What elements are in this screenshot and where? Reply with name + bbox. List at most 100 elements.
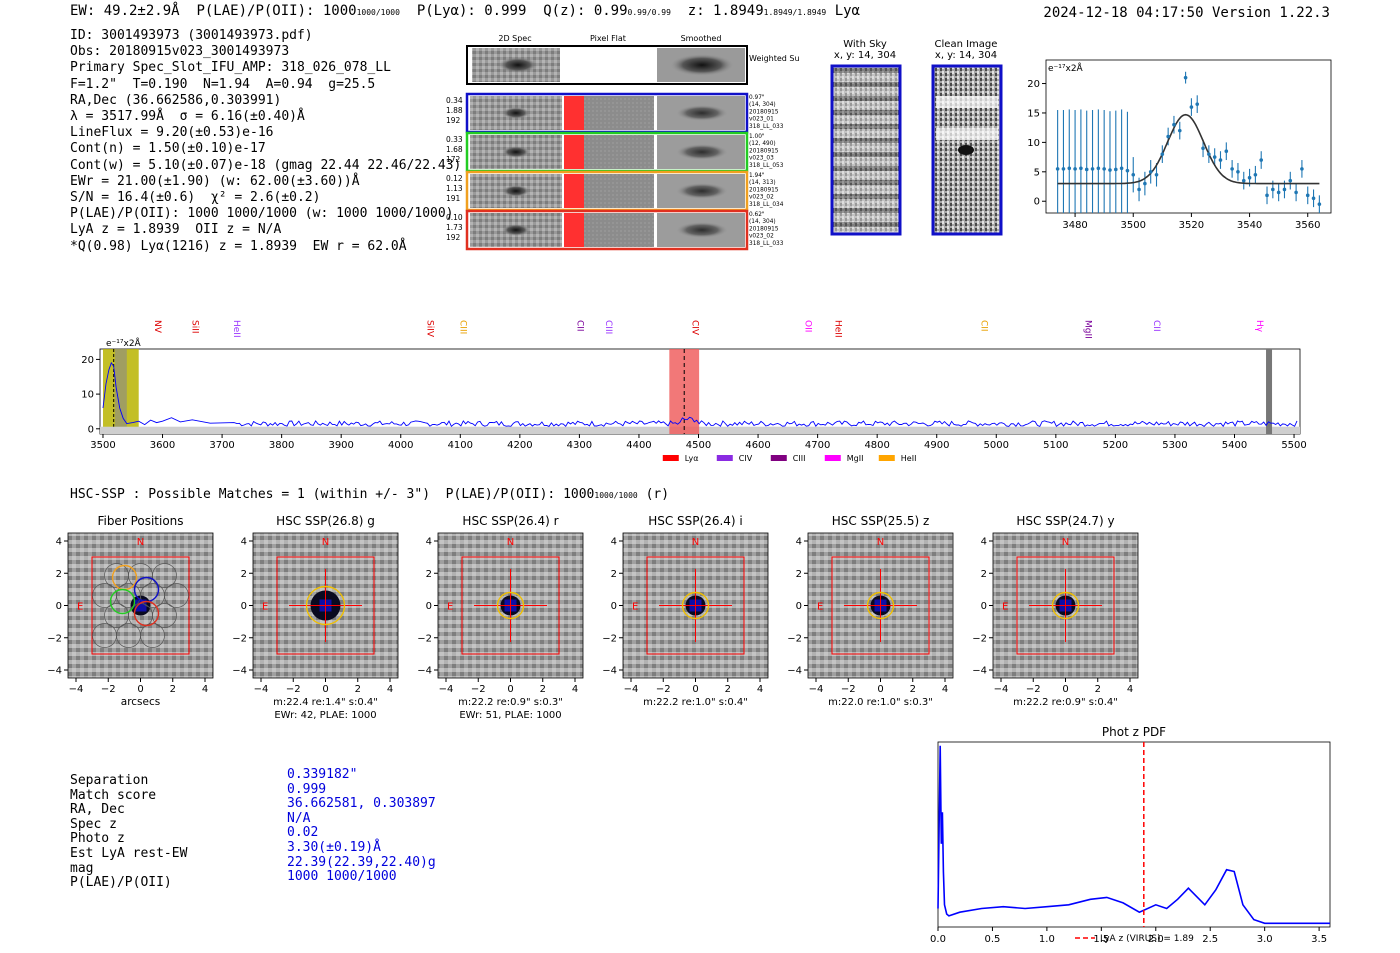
data-point xyxy=(1294,190,1298,195)
fiber-source xyxy=(502,146,530,158)
y-tick-label: 0 xyxy=(981,601,987,612)
data-point xyxy=(1079,166,1083,171)
fiber-divider xyxy=(654,213,657,247)
x-tick-label: 2 xyxy=(910,684,916,695)
fiber-divider xyxy=(654,135,657,169)
fiber-source xyxy=(502,107,530,119)
x-tick-label: 4 xyxy=(1127,684,1133,695)
fiber-flat-mask xyxy=(564,174,584,208)
data-point xyxy=(1061,167,1066,171)
fiber-meta: 318_LL_034 xyxy=(749,202,784,208)
fiber-stat: 1.88 xyxy=(446,106,463,115)
data-point xyxy=(1218,158,1223,162)
line-label: CII xyxy=(978,320,988,332)
y-tick-label: 5 xyxy=(1034,167,1040,178)
axis-label: arcsecs xyxy=(121,696,160,708)
x-tick-label: 2.5 xyxy=(1202,934,1218,945)
fiber-stat: 191 xyxy=(446,194,461,203)
data-point xyxy=(1113,167,1118,172)
x-tick-label: 0.0 xyxy=(930,934,946,945)
y-tick-label: −2 xyxy=(417,633,432,644)
x-tick-label: 5100 xyxy=(1043,440,1068,451)
fiber-stat: 172 xyxy=(446,155,461,164)
col-header-pixel-flat: Pixel Flat xyxy=(590,34,626,43)
data-point xyxy=(1265,193,1269,198)
hsc-panel: HSC SSP(25.5) z N E −4 −2 0 2 4 4 2 0 −2 −4 m:22.0 re… xyxy=(787,514,954,708)
x-tick-label: 5300 xyxy=(1162,440,1187,451)
x-tick-label: 4900 xyxy=(924,440,949,451)
match-label: Spec z xyxy=(70,816,117,832)
fiber-circle xyxy=(164,583,189,608)
y-tick-label: 0 xyxy=(56,601,62,612)
y-tick-label: 4 xyxy=(56,537,62,548)
x-tick-label: 1.5 xyxy=(1093,934,1109,945)
q-range: 0.99/0.99 xyxy=(627,8,671,17)
legend-swatch xyxy=(716,455,733,461)
data-point xyxy=(1131,172,1136,177)
fiber-stat: 0.33 xyxy=(446,135,463,144)
y-tick-label: −2 xyxy=(972,633,987,644)
line-fit-unit: e⁻¹⁷x2Å xyxy=(1048,62,1084,74)
fiber-smoothed-source xyxy=(676,183,728,199)
x-tick-label: 2.0 xyxy=(1148,934,1164,945)
data-point xyxy=(1154,172,1159,177)
fiber-meta: v023_01 xyxy=(749,117,774,123)
x-tick-label: 0 xyxy=(692,684,698,695)
data-point xyxy=(1276,190,1281,195)
x-tick-label: 3.5 xyxy=(1311,934,1327,945)
match-label: Est LyA rest-EW xyxy=(70,845,188,861)
x-tick-label: 2 xyxy=(1095,684,1101,695)
fiber-source xyxy=(502,224,530,236)
hsc-caption: m:22.4 re:1.4" s:0.4" xyxy=(273,697,378,708)
east-label: E xyxy=(262,602,268,613)
east-label: E xyxy=(447,602,453,613)
info-line: Obs: 20180915v023_3001493973 xyxy=(70,44,290,60)
data-point xyxy=(1166,134,1170,139)
aperture-circle xyxy=(681,591,710,620)
fiber-meta: (14, 304) xyxy=(749,102,776,108)
line-label: SiII xyxy=(189,320,199,334)
aperture-circle xyxy=(866,591,895,620)
y-tick-label: 20 xyxy=(81,355,94,366)
x-tick-label: 0 xyxy=(137,684,143,695)
x-tick-label: 4 xyxy=(202,684,208,695)
fiber-stat: 0.34 xyxy=(446,96,463,105)
fiber-circle xyxy=(152,563,177,588)
detection-info: ID: 3001493973 (3001493973.pdf) Obs: 2018… xyxy=(70,28,461,255)
data-point xyxy=(1271,187,1275,192)
x-tick-label: 4500 xyxy=(686,440,711,451)
q-value: Q(z): 0.99 xyxy=(543,3,628,19)
data-point xyxy=(1253,172,1258,177)
y-tick-label: 2 xyxy=(426,569,432,580)
x-tick-label: 2 xyxy=(725,684,731,695)
header-right: 2024-12-18 04:17:50 Version 1.22.3 xyxy=(1043,5,1330,21)
y-tick-label: 4 xyxy=(981,537,987,548)
fiber-divider xyxy=(654,96,657,130)
fiber-pixel-flat xyxy=(584,174,654,208)
line-label: MgII xyxy=(1083,320,1093,339)
hsc-title-suffix: (r) xyxy=(645,487,670,502)
fiber-stat: 1.13 xyxy=(446,184,463,193)
match-value: 0.339182" xyxy=(287,767,358,782)
data-point xyxy=(1137,187,1141,192)
line-label: CII xyxy=(575,320,585,332)
hsc-title: HSC-SSP : Possible Matches = 1 (within +… xyxy=(70,487,669,502)
fiber-circle xyxy=(152,603,177,628)
data-point xyxy=(1311,196,1316,201)
col-header-2d-spec: 2D Spec xyxy=(498,34,531,43)
match-value: 0.999 xyxy=(287,781,327,797)
y-tick-label: −4 xyxy=(232,666,247,677)
line-label: NV xyxy=(152,320,162,334)
fiber-divider xyxy=(654,174,657,208)
x-tick-label: 3520 xyxy=(1179,220,1204,231)
fiber-circle-red xyxy=(133,600,160,627)
x-tick-label: 5200 xyxy=(1103,440,1128,451)
hsc-caption: m:22.2 re:1.0" s:0.4" xyxy=(643,697,748,708)
info-line: P(LAE)/P(OII): 1000 1000/1000 (w: 1000 1… xyxy=(70,206,454,222)
photz-pdf-chart: Phot z PDF 0.0 0.5 1.0 1.5 2.0 2.5 3.0 3.5 LyA … xyxy=(930,725,1331,945)
hsc-panel-title: HSC SSP(25.5) z xyxy=(832,514,930,528)
fiber-meta: 1.94" xyxy=(749,173,765,179)
line-label: CIV xyxy=(690,320,700,336)
fiber-flat-mask xyxy=(564,213,584,247)
x-tick-label: −2 xyxy=(1026,684,1041,695)
